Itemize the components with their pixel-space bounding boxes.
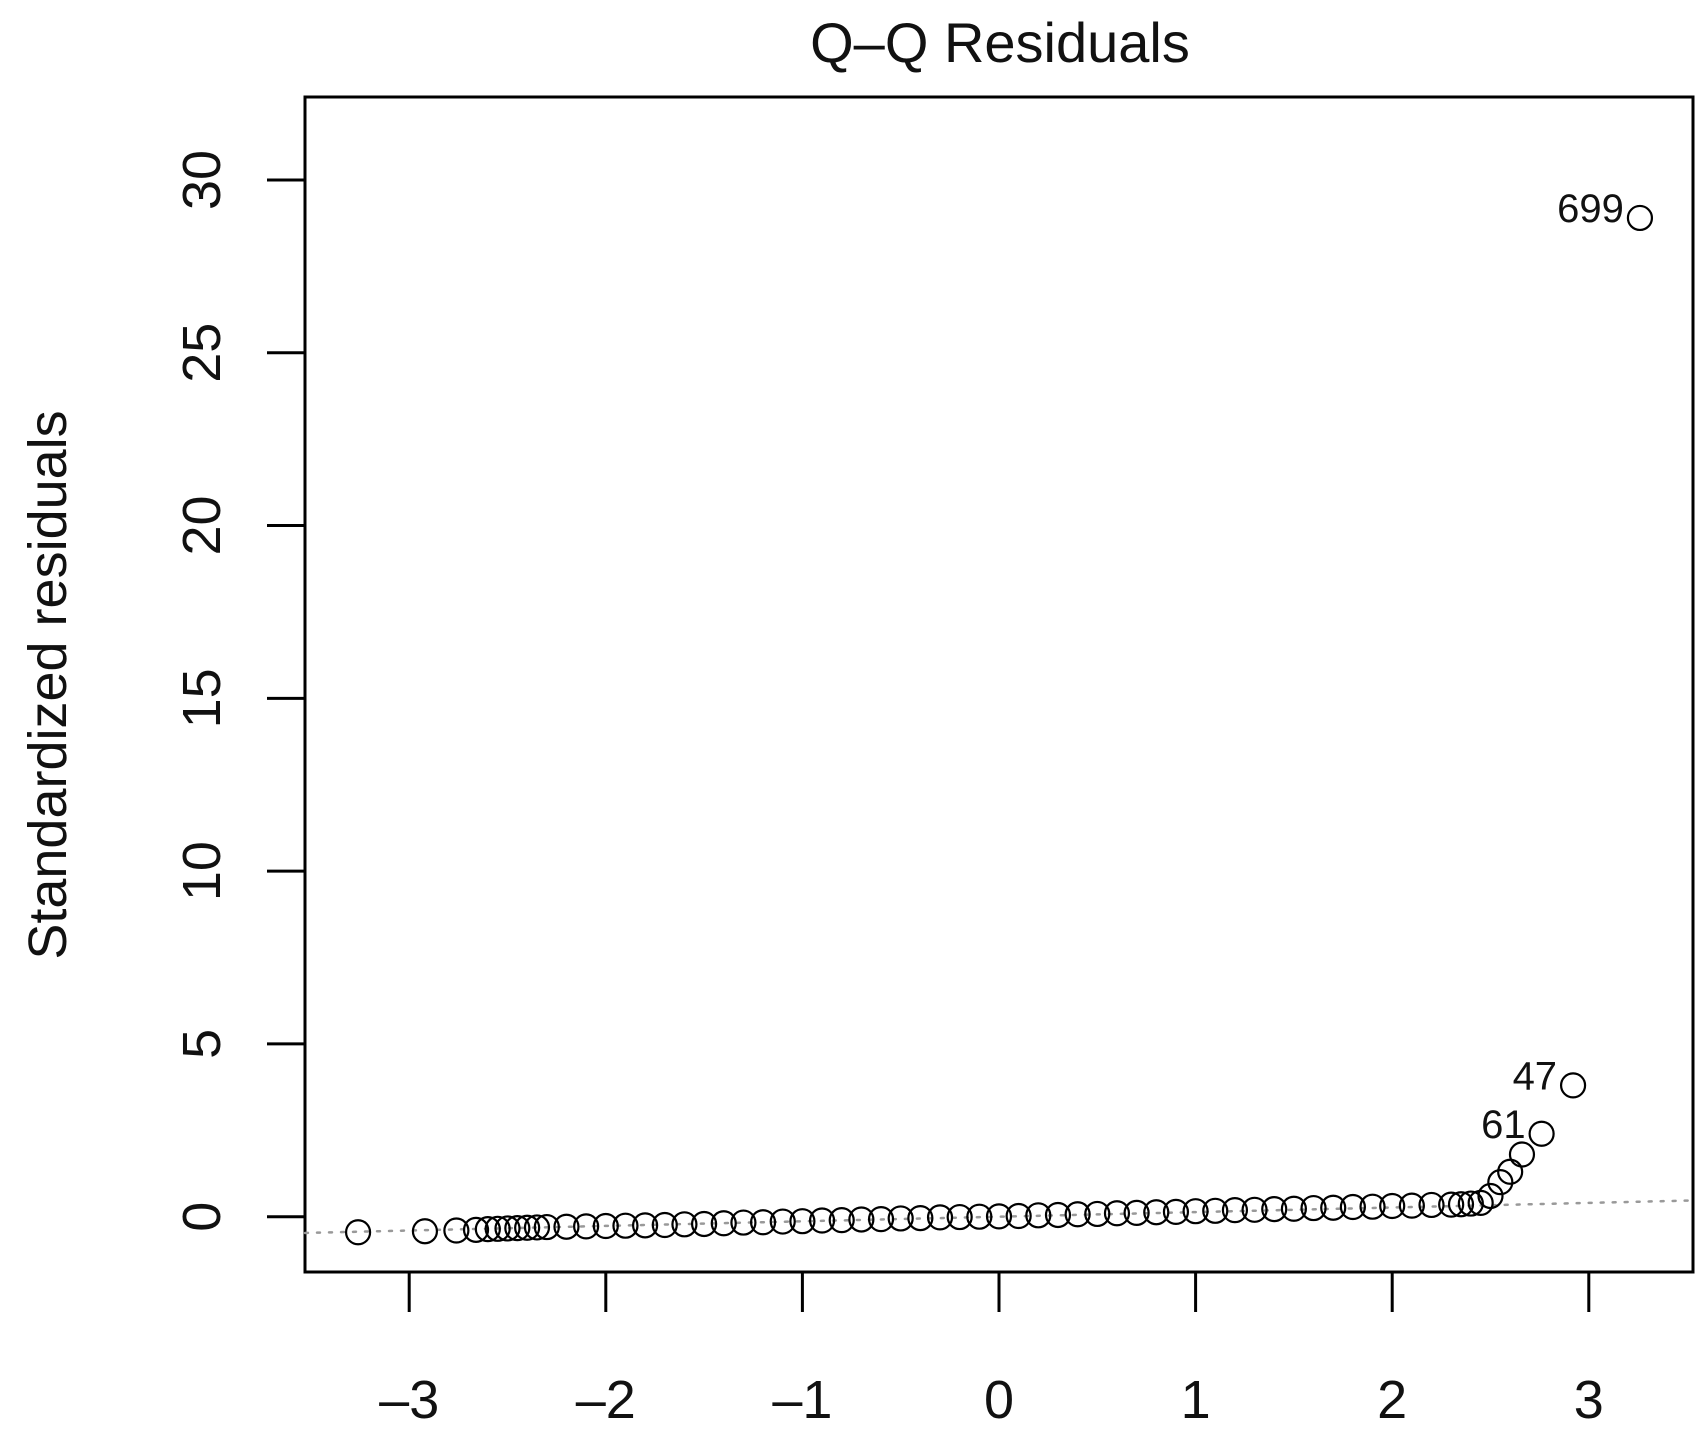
y-axis: 0 5 10 15 20 25 30: [172, 150, 305, 1232]
residual-point: [504, 1215, 531, 1242]
residual-point: [632, 1212, 659, 1239]
residual-point: [1103, 1200, 1131, 1227]
point-label: 47: [1513, 1054, 1558, 1098]
residual-point: [1418, 1191, 1445, 1219]
residual-point: [1447, 1191, 1475, 1218]
residual-point: [789, 1208, 816, 1235]
residual-point: [946, 1203, 973, 1231]
residual-point: [1005, 1202, 1032, 1230]
residual-point: [1221, 1197, 1249, 1224]
residual-point: [1626, 204, 1654, 232]
residual-point: [966, 1203, 993, 1230]
residual-point: [848, 1206, 875, 1233]
y-tick-label: 20: [172, 495, 232, 555]
residual-point: [730, 1209, 757, 1236]
x-tick-label: –2: [576, 1370, 636, 1430]
residual-point: [1044, 1201, 1072, 1229]
residual-point: [1182, 1198, 1209, 1225]
y-tick-label: 30: [172, 150, 232, 210]
residual-point: [1438, 1191, 1465, 1218]
residual-point: [651, 1211, 678, 1239]
qq-reference-line: [303, 1199, 1695, 1235]
residual-point: [1477, 1182, 1504, 1210]
residual-point: [1025, 1202, 1052, 1229]
residual-point: [474, 1216, 501, 1243]
x-tick-label: –1: [772, 1370, 832, 1430]
residual-point: [443, 1217, 470, 1244]
residual-point: [573, 1213, 600, 1240]
residual-point: [1143, 1199, 1170, 1226]
residual-point: [523, 1214, 551, 1241]
point-label: 61: [1481, 1103, 1526, 1147]
x-tick-label: 2: [1377, 1370, 1407, 1430]
residual-point: [1379, 1192, 1406, 1220]
y-tick-label: 25: [172, 323, 232, 383]
residual-point: [887, 1205, 914, 1232]
residual-point: [867, 1206, 895, 1233]
x-axis: –3 –2 –1 0 1 2 3: [379, 1272, 1604, 1430]
residual-point: [1261, 1196, 1288, 1223]
x-tick-label: 0: [984, 1370, 1014, 1430]
residual-point: [1359, 1193, 1386, 1220]
residual-point: [1398, 1192, 1425, 1219]
residual-point: [1162, 1198, 1190, 1225]
residual-point: [1497, 1158, 1524, 1185]
residual-point: [1241, 1196, 1268, 1223]
point-labels: 699 47 61: [1481, 187, 1624, 1147]
residual-point: [907, 1204, 934, 1232]
residual-point: [1202, 1197, 1229, 1224]
y-axis-title: Standardized residuals: [18, 410, 78, 959]
residual-point: [411, 1218, 439, 1245]
residual-point: [1339, 1193, 1366, 1221]
residual-point: [1064, 1201, 1091, 1228]
residual-point: [592, 1212, 619, 1240]
residual-point: [1084, 1200, 1111, 1228]
residual-point: [1123, 1199, 1150, 1227]
residual-point: [533, 1213, 560, 1241]
residual-point: [926, 1204, 954, 1231]
residual-point: [1457, 1190, 1484, 1217]
residual-points: [344, 204, 1654, 1246]
residual-point: [690, 1210, 718, 1238]
x-tick-label: 3: [1574, 1370, 1604, 1430]
residual-point: [769, 1208, 796, 1235]
residual-point: [344, 1219, 372, 1246]
y-tick-label: 0: [172, 1202, 232, 1232]
residual-point: [749, 1209, 777, 1236]
residual-point: [1508, 1141, 1536, 1168]
residual-point: [671, 1211, 698, 1238]
residual-point: [985, 1203, 1013, 1230]
residual-point: [514, 1214, 541, 1241]
chart-title: Q–Q Residuals: [810, 11, 1190, 74]
residual-point: [484, 1215, 511, 1242]
residual-point: [553, 1213, 580, 1240]
residual-point: [1300, 1194, 1327, 1222]
residual-point: [612, 1212, 639, 1239]
plot-frame: [303, 95, 1695, 1274]
residual-point: [1528, 1120, 1555, 1147]
residual-point: [462, 1216, 490, 1243]
residual-point: [1280, 1195, 1308, 1222]
residual-point: [1320, 1194, 1347, 1221]
point-label: 699: [1557, 187, 1624, 231]
x-tick-label: 1: [1181, 1370, 1211, 1430]
residual-point: [710, 1210, 737, 1237]
residual-point: [1559, 1072, 1587, 1099]
residual-point: [828, 1207, 855, 1234]
residual-point: [1487, 1169, 1514, 1196]
y-tick-label: 5: [172, 1029, 232, 1059]
residual-point: [494, 1215, 521, 1242]
x-tick-label: –3: [379, 1370, 439, 1430]
y-tick-label: 15: [172, 668, 232, 728]
y-tick-label: 10: [172, 841, 232, 901]
residual-point: [808, 1207, 836, 1234]
